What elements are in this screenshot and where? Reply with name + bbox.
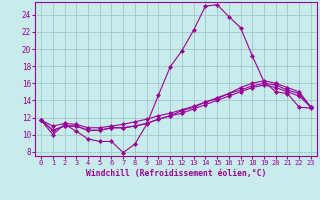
X-axis label: Windchill (Refroidissement éolien,°C): Windchill (Refroidissement éolien,°C) bbox=[86, 169, 266, 178]
